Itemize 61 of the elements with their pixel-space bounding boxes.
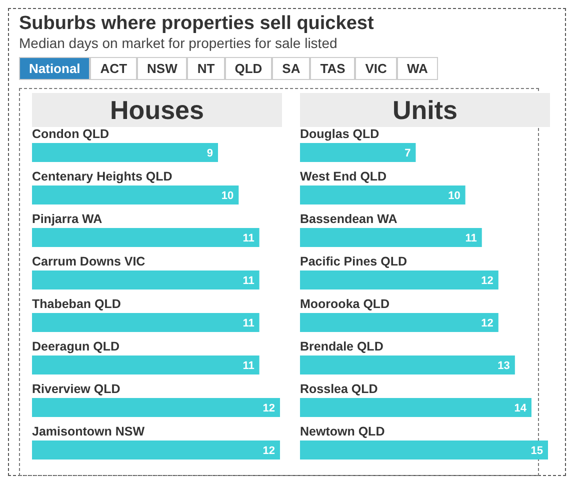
text: NT <box>187 57 225 80</box>
text: TAS <box>310 57 356 80</box>
y-tick-label: Riverview QLD <box>32 382 120 396</box>
y-tick-label: Deeragun QLD <box>32 340 120 354</box>
y-tick-label: Moorooka QLD <box>300 297 390 311</box>
data-label: 12 <box>262 444 275 457</box>
y-tick-label: Newtown QLD <box>300 424 385 438</box>
bar <box>32 270 260 290</box>
y-tick-label: Rosslea QLD <box>300 382 378 396</box>
text: Suburbs where properties sell quickest <box>19 13 375 35</box>
bar <box>300 270 498 290</box>
bar <box>300 228 482 247</box>
y-tick-label: Carrum Downs VIC <box>32 254 146 268</box>
y-tick-label: Pinjarra WA <box>32 212 102 226</box>
bar <box>32 186 239 204</box>
bar <box>32 356 260 374</box>
bar <box>300 440 548 460</box>
bar <box>300 143 416 162</box>
data-label: 7 <box>404 147 411 160</box>
data-label: 11 <box>465 232 477 244</box>
data-label: 11 <box>242 317 254 330</box>
text: VIC <box>355 57 397 80</box>
y-tick-label: Centenary Heights QLD <box>32 170 172 184</box>
text: SA <box>272 57 310 80</box>
y-tick-label: West End QLD <box>300 170 387 184</box>
text: QLD <box>224 57 272 80</box>
data-label: 10 <box>448 190 460 202</box>
bar <box>300 313 498 332</box>
bar <box>32 143 218 162</box>
data-label: 11 <box>242 274 254 287</box>
chart-title: Units <box>300 93 550 127</box>
bar <box>32 440 280 460</box>
y-tick-label: Condon QLD <box>32 127 110 141</box>
y-tick-label: Jamisontown NSW <box>32 424 145 438</box>
text: Median days on market for properties for sale listed <box>19 35 338 51</box>
y-tick-label: Douglas QLD <box>300 127 380 141</box>
data-label: 12 <box>481 317 494 330</box>
data-label: 10 <box>221 190 234 202</box>
data-label: 12 <box>262 402 275 414</box>
chart-title: Houses <box>32 93 282 127</box>
text: ACT <box>90 57 138 80</box>
data-label: 11 <box>242 232 254 244</box>
y-tick-label: Pacific Pines QLD <box>300 254 407 268</box>
data-label: 13 <box>498 360 510 372</box>
bar <box>300 186 466 204</box>
y-tick-label: Bassendean WA <box>300 212 398 226</box>
bar <box>300 356 515 374</box>
text: NSW <box>137 57 188 80</box>
data-label: 12 <box>481 274 494 287</box>
bar <box>300 398 532 417</box>
bar <box>32 228 260 247</box>
data-label: 14 <box>514 402 528 414</box>
data-label: 11 <box>242 360 254 372</box>
data-label: 15 <box>530 444 543 457</box>
y-tick-label: Thabeban QLD <box>32 297 121 311</box>
bar <box>32 398 280 417</box>
bar <box>32 313 260 332</box>
text: National <box>19 57 90 80</box>
text: WA <box>396 57 438 80</box>
y-tick-label: Brendale QLD <box>300 340 384 354</box>
data-label: 9 <box>206 147 213 160</box>
